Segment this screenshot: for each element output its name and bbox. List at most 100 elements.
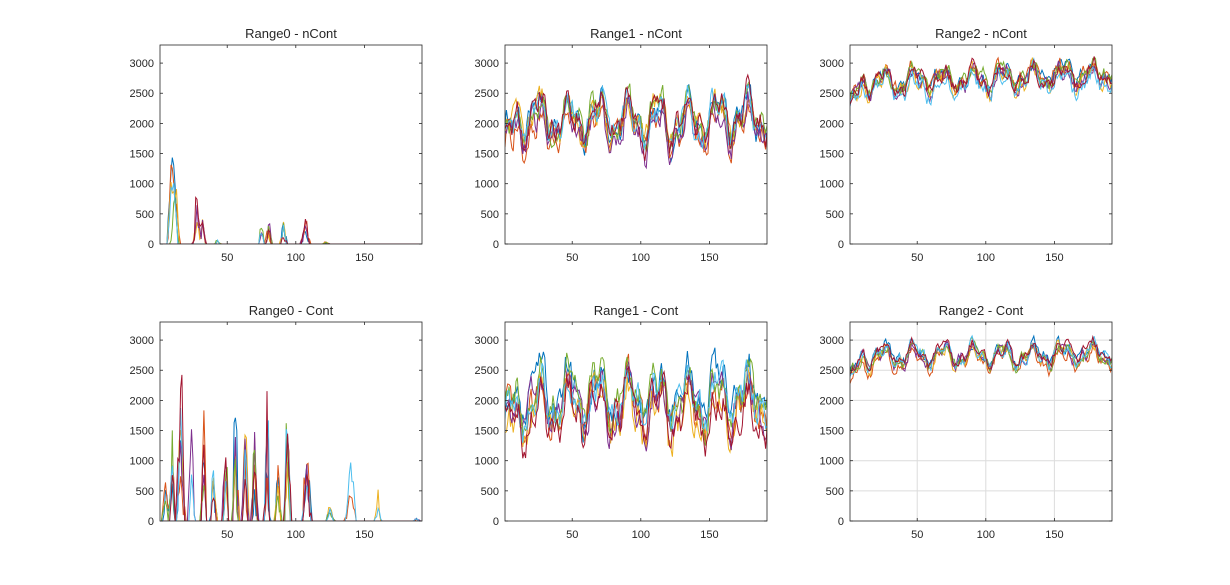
subplot-r2n: 0 500 1000 1500 2000 2500 3000 50 100 150 Range2 -…: [820, 26, 1113, 264]
y-tick-label: 2000: [820, 395, 844, 407]
y-tick-label: 3000: [820, 335, 844, 347]
series-group: [160, 374, 422, 521]
series-line-cyan: [850, 334, 1112, 377]
y-tick-label: 1500: [475, 426, 499, 438]
series-line-red: [505, 366, 767, 459]
y-tick-label: 0: [493, 516, 499, 528]
y-tick-label: 2000: [475, 118, 499, 130]
x-tick-label: 150: [1045, 529, 1063, 541]
series-line-cyan: [505, 359, 767, 443]
series-line-green: [505, 79, 767, 152]
subplot-r0n: 0 500 1000 1500 2000 2500 3000 50 100 150 Range0 -…: [130, 26, 423, 264]
y-tick-label: 2500: [130, 88, 154, 100]
subplot-r1n: 0 500 1000 1500 2000 2500 3000 50 100 150 Range1 -…: [475, 26, 768, 264]
y-tick-label: 1500: [820, 426, 844, 438]
series-group: [850, 334, 1112, 384]
x-tick-label: 100: [287, 529, 305, 541]
y-tick-label: 1500: [130, 149, 154, 161]
y-tick-label: 2500: [130, 365, 154, 377]
subplot-title: Range0 - Cont: [249, 303, 334, 318]
x-tick-label: 50: [911, 529, 923, 541]
y-tick-label: 0: [148, 239, 154, 251]
x-tick-label: 150: [355, 252, 373, 264]
y-tick-label: 1000: [130, 456, 154, 468]
y-tick-label: 1500: [820, 149, 844, 161]
subplot-r2c: 0 500 1000 1500 2000 2500 3000 50 100 150 Range2 -…: [820, 303, 1113, 541]
y-tick-label: 2000: [475, 395, 499, 407]
axes-box: [159, 321, 423, 522]
y-tick-label: 2500: [820, 88, 844, 100]
x-tick-label: 50: [221, 252, 233, 264]
plot-area: [850, 45, 1112, 244]
y-tick-label: 0: [493, 239, 499, 251]
subplot-title: Range1 - Cont: [594, 303, 679, 318]
y-tick-label: 3000: [475, 335, 499, 347]
y-tick-label: 2500: [475, 88, 499, 100]
series-line-purple: [505, 91, 767, 170]
series-line-red: [505, 73, 767, 161]
y-tick-label: 3000: [130, 58, 154, 70]
y-tick-label: 2000: [130, 118, 154, 130]
axes-box: [849, 44, 1113, 245]
plot-area: [505, 45, 767, 244]
plot-area: [160, 45, 422, 244]
y-tick-label: 1000: [820, 179, 844, 191]
x-tick-label: 100: [632, 252, 650, 264]
x-tick-label: 50: [221, 529, 233, 541]
y-tick-label: 1000: [130, 179, 154, 191]
y-tick-label: 3000: [820, 58, 844, 70]
x-tick-label: 150: [700, 252, 718, 264]
series-line-yellow: [160, 429, 422, 521]
x-tick-label: 100: [977, 529, 995, 541]
x-tick-label: 50: [566, 252, 578, 264]
series-line-red: [850, 56, 1112, 105]
axes-box: [504, 321, 768, 522]
y-tick-label: 3000: [475, 58, 499, 70]
series-line-purple: [850, 340, 1112, 377]
y-tick-label: 1000: [475, 179, 499, 191]
y-tick-label: 500: [136, 209, 154, 221]
axes-box: [849, 321, 1113, 522]
y-tick-label: 2000: [820, 118, 844, 130]
y-tick-label: 1500: [475, 149, 499, 161]
y-tick-label: 500: [826, 209, 844, 221]
series-line-red: [850, 334, 1112, 375]
subplot-title: Range0 - nCont: [245, 26, 337, 41]
y-tick-label: 1000: [475, 456, 499, 468]
y-tick-label: 1500: [130, 426, 154, 438]
series-group: [160, 157, 422, 244]
y-tick-label: 500: [826, 486, 844, 498]
subplot-title: Range2 - Cont: [939, 303, 1024, 318]
series-group: [850, 56, 1112, 107]
series-group: [505, 347, 767, 459]
x-tick-label: 100: [977, 252, 995, 264]
x-tick-label: 150: [700, 529, 718, 541]
y-tick-label: 1000: [820, 456, 844, 468]
series-line-orange: [160, 410, 422, 521]
x-tick-label: 100: [287, 252, 305, 264]
axes-box: [159, 44, 423, 245]
x-tick-label: 100: [632, 529, 650, 541]
y-tick-label: 500: [481, 209, 499, 221]
y-tick-label: 500: [136, 486, 154, 498]
subplot-title: Range2 - nCont: [935, 26, 1027, 41]
series-line-green: [850, 57, 1112, 99]
x-tick-label: 150: [1045, 252, 1063, 264]
series-group: [505, 73, 767, 170]
x-tick-label: 50: [566, 529, 578, 541]
axes-box: [504, 44, 768, 245]
y-tick-label: 2000: [130, 395, 154, 407]
y-tick-label: 0: [838, 516, 844, 528]
series-line-cyan: [160, 407, 422, 521]
subplot-title: Range1 - nCont: [590, 26, 682, 41]
x-tick-label: 50: [911, 252, 923, 264]
subplot-r0c: 0 500 1000 1500 2000 2500 3000 50 100 150 Range0 -…: [130, 303, 423, 541]
y-tick-label: 2500: [820, 365, 844, 377]
y-tick-label: 500: [481, 486, 499, 498]
series-line-red: [160, 196, 422, 244]
y-tick-label: 0: [838, 239, 844, 251]
series-line-red: [160, 374, 422, 521]
y-tick-label: 3000: [130, 335, 154, 347]
subplot-r1c: 0 500 1000 1500 2000 2500 3000 50 100 150 Range1 -…: [475, 303, 768, 541]
